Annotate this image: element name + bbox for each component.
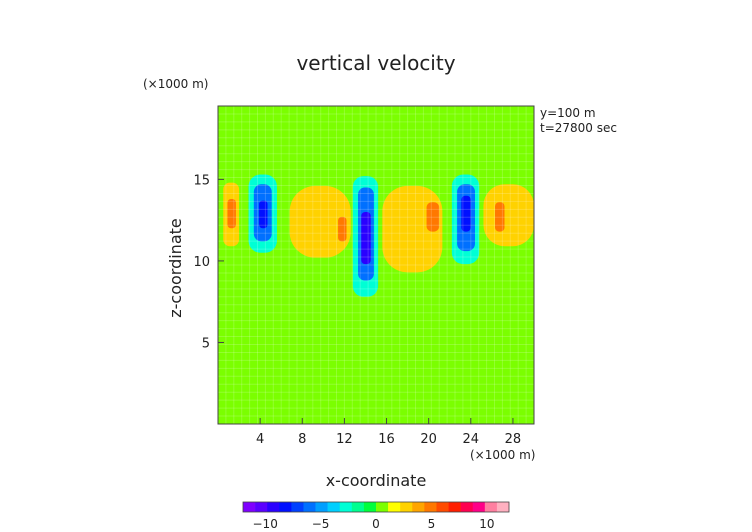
colorbar-swatch: [412, 502, 425, 512]
colorbar-swatch: [388, 502, 401, 512]
colorbar-swatch: [496, 502, 510, 512]
colorbar-swatch: [363, 502, 377, 512]
heatmap-cell: [289, 185, 351, 258]
colorbar-swatch: [327, 502, 341, 512]
heatmap-cell: [338, 216, 347, 242]
y-axis: 5 10 15: [193, 173, 224, 351]
colorbar-swatch: [400, 502, 413, 512]
colorbar-swatch: [315, 502, 328, 512]
heatmap-cell: [227, 198, 236, 229]
heatmap-cell: [361, 212, 371, 265]
heatmap-cell: [461, 195, 471, 232]
colorbar-swatch: [484, 502, 498, 512]
colorbar-swatch: [303, 502, 316, 512]
colorbar-tick-label: 0: [372, 517, 380, 531]
colorbar-frame: [242, 501, 510, 513]
y-tick-label: 10: [193, 255, 210, 270]
colorbar-swatch: [436, 502, 449, 512]
heatmap-cell: [483, 184, 534, 247]
x-tick-label: 16: [378, 432, 395, 447]
colorbar-tick-label: 10: [479, 517, 494, 531]
x-tick-label: 8: [298, 432, 306, 447]
heatmap-cell: [286, 269, 440, 424]
colorbar: −10 −5 0 5 10: [242, 501, 510, 531]
x-tick-label: 24: [463, 432, 480, 447]
x-axis-label: x-coordinate: [326, 471, 427, 490]
colorbar-tick-label: −10: [253, 517, 278, 531]
x-tick-label: 4: [256, 432, 264, 447]
colorbar-swatch: [376, 502, 389, 512]
colorbar-swatch: [291, 502, 304, 512]
heatmap-cell: [495, 202, 505, 232]
colorbar-swatch: [279, 502, 292, 512]
colorbar-tick-label: 5: [428, 517, 436, 531]
colorbar-swatch: [351, 502, 365, 512]
heatmap-cell: [426, 202, 440, 232]
colorbar-swatch: [448, 502, 461, 512]
colorbar-swatch: [472, 502, 486, 512]
colorbar-swatch: [255, 502, 268, 512]
x-tick-label: 28: [505, 432, 522, 447]
colorbar-swatch: [424, 502, 437, 512]
x-axis: 4 8 12 16 20 24 28: [256, 418, 521, 447]
plot-grid: [218, 106, 534, 424]
y-tick-label: 5: [202, 336, 210, 351]
y-axis-unit: (×1000 m): [143, 77, 208, 91]
x-tick-label: 12: [336, 432, 353, 447]
annotation-time: t=27800 sec: [540, 121, 617, 135]
heatmap-cell: [259, 200, 268, 229]
plot-frame: [217, 105, 535, 425]
colorbar-swatch: [339, 502, 353, 512]
annotation-y: y=100 m: [540, 106, 596, 120]
colorbar-swatch: [460, 502, 474, 512]
heatmap-cells: [218, 106, 534, 424]
x-axis-unit: (×1000 m): [470, 448, 535, 462]
colorbar-swatch: [267, 502, 280, 512]
y-axis-label: z-coordinate: [166, 218, 185, 318]
y-tick-label: 15: [193, 173, 210, 188]
colorbar-tick-label: −5: [312, 517, 330, 531]
colorbar-swatch: [243, 502, 256, 512]
x-tick-label: 20: [420, 432, 437, 447]
chart-title: vertical velocity: [296, 51, 455, 75]
heatmap-cell: [218, 269, 282, 424]
